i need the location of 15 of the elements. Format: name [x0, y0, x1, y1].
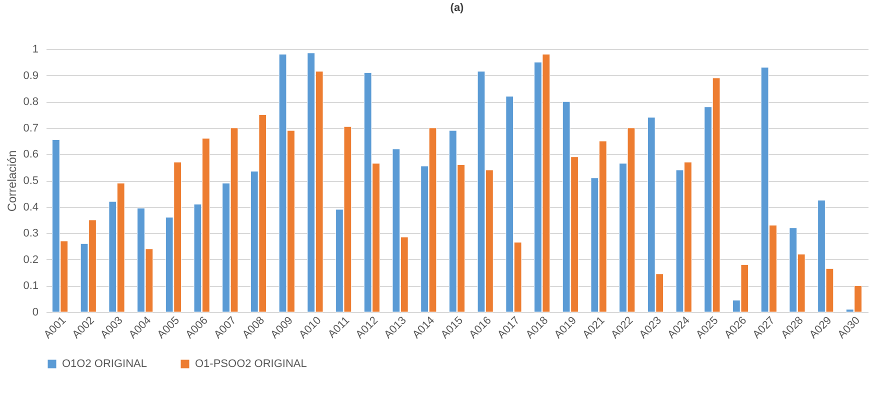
chart-title: (a) [450, 2, 464, 14]
y-tick-label: 0.7 [23, 122, 38, 134]
y-tick-label: 0.6 [23, 148, 38, 161]
y-tick-label: 0.3 [23, 228, 38, 240]
y-tick-label: 0.8 [23, 96, 38, 108]
y-tick-label: 0.4 [23, 201, 38, 214]
legend-label: O1O2 ORIGINAL [62, 358, 147, 370]
y-axis-title: Correlación [5, 150, 20, 212]
y-tick-label: 0.1 [23, 280, 38, 292]
legend-label: O1-PSOO2 ORIGINAL [195, 358, 307, 370]
y-tick-label: 1 [32, 44, 38, 56]
y-tick-label: 0 [32, 306, 38, 318]
y-tick-label: 0.5 [23, 175, 38, 187]
y-tick-label: 0.9 [23, 70, 38, 82]
y-tick-label: 0.2 [23, 254, 38, 266]
